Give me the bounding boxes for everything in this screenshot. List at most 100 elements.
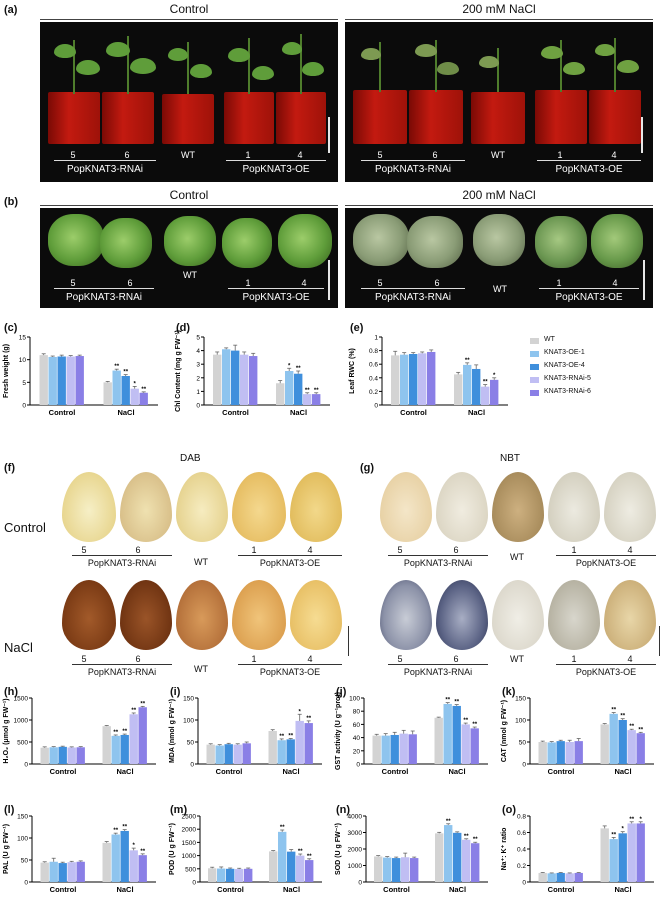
label-wt: WT bbox=[183, 270, 197, 280]
plant-topview bbox=[222, 218, 272, 268]
line-number-1: 1 bbox=[571, 654, 577, 664]
pot bbox=[276, 92, 326, 144]
y-tick-label: 0 bbox=[358, 880, 362, 887]
line-number-5: 5 bbox=[81, 545, 87, 555]
x-tick-label: NaCl bbox=[116, 885, 133, 894]
leaf-dab-control-4 bbox=[290, 472, 342, 542]
y-tick-label: 4 bbox=[196, 348, 200, 355]
line-number-6: 6 bbox=[434, 278, 440, 288]
y-tick-label: 0 bbox=[522, 880, 526, 887]
y-tick-label: 0.6 bbox=[369, 362, 378, 369]
bar bbox=[490, 379, 499, 405]
bar bbox=[303, 394, 312, 405]
significance-mark: ** bbox=[280, 825, 285, 831]
significance-mark: ** bbox=[140, 849, 145, 855]
significance-mark: ** bbox=[131, 708, 136, 714]
stem bbox=[497, 48, 499, 92]
significance-mark: ** bbox=[483, 380, 488, 386]
leaf bbox=[168, 48, 188, 61]
bar bbox=[112, 370, 121, 405]
y-tick-label: 1500 bbox=[14, 696, 29, 703]
bar bbox=[574, 872, 583, 882]
label-rnai: PopKNAT3-RNAi bbox=[67, 164, 143, 175]
significance-mark: ** bbox=[113, 730, 118, 736]
significance-mark: * bbox=[622, 827, 625, 833]
leaf-nbt-control-6 bbox=[436, 472, 488, 542]
group-rule bbox=[539, 288, 639, 289]
bar bbox=[453, 832, 462, 882]
y-tick-label: 0.8 bbox=[369, 348, 378, 355]
y-tick-label: 5 bbox=[22, 380, 26, 387]
leaf bbox=[361, 48, 381, 60]
group-rule bbox=[54, 160, 156, 161]
y-axis-label: Leaf RWC (%) bbox=[349, 348, 356, 394]
leaf-nbt-control-wt bbox=[492, 472, 544, 542]
label-wt: WT bbox=[493, 284, 507, 294]
group-rule bbox=[556, 664, 656, 665]
panel-label-m: (m) bbox=[170, 804, 188, 816]
leaf-nbt-nacl-1 bbox=[548, 580, 600, 650]
significance-mark: * bbox=[299, 709, 302, 715]
bar bbox=[242, 743, 251, 764]
y-tick-label: 100 bbox=[515, 718, 526, 725]
line-number-6: 6 bbox=[453, 545, 459, 555]
y-axis-label: PAL (U g FW⁻¹) bbox=[3, 824, 10, 874]
line-number-5: 5 bbox=[377, 278, 383, 288]
stain-title-nbt: NBT bbox=[500, 453, 520, 464]
significance-mark: ** bbox=[288, 733, 293, 739]
label-wt: WT bbox=[491, 150, 505, 160]
label-wt: WT bbox=[194, 557, 208, 567]
group-rule bbox=[72, 664, 172, 665]
y-tick-label: 100 bbox=[349, 696, 360, 703]
plant-topview bbox=[278, 214, 332, 268]
significance-mark: ** bbox=[629, 724, 634, 730]
leaf-dab-control-wt bbox=[176, 472, 228, 542]
significance-mark: ** bbox=[141, 387, 146, 393]
bar bbox=[102, 726, 111, 764]
leaf-nbt-control-4 bbox=[604, 472, 656, 542]
line-number-5: 5 bbox=[377, 150, 383, 160]
header-rule bbox=[345, 19, 653, 20]
legend-swatch-oe4 bbox=[530, 364, 539, 370]
group-rule bbox=[361, 160, 465, 161]
y-tick-label: 2000 bbox=[348, 847, 363, 854]
header-rule bbox=[345, 205, 653, 206]
scale-bar bbox=[641, 117, 643, 153]
leaf-dab-control-5 bbox=[62, 472, 116, 542]
line-number-5: 5 bbox=[70, 278, 76, 288]
y-axis-label: POD (U g FW⁻¹) bbox=[169, 823, 176, 875]
scale-bar bbox=[643, 260, 645, 300]
header-salt-a: 200 mM NaCl bbox=[462, 2, 536, 16]
bar bbox=[139, 392, 148, 405]
legend-label-rnai6: KNAT3-RNAi-6 bbox=[544, 388, 591, 395]
y-tick-label: 1000 bbox=[182, 853, 197, 860]
label-rnai: PopKNAT3-RNAi bbox=[87, 558, 157, 568]
significance-mark: ** bbox=[114, 364, 119, 370]
y-tick-label: 40 bbox=[353, 735, 361, 742]
bar bbox=[130, 388, 139, 405]
bar bbox=[472, 368, 481, 405]
x-tick-label: NaCl bbox=[449, 885, 466, 894]
significance-mark: ** bbox=[620, 714, 625, 720]
significance-mark: ** bbox=[122, 825, 127, 831]
leaf bbox=[617, 60, 639, 73]
bar bbox=[102, 842, 111, 882]
x-tick-label: NaCl bbox=[290, 408, 307, 417]
chart-sod: 0 1000 2000 3000 4000 SOD (U g FW⁻¹) Control **… bbox=[335, 814, 488, 894]
y-tick-label: 1 bbox=[374, 335, 378, 342]
bar bbox=[481, 386, 490, 405]
bar bbox=[391, 355, 400, 405]
bar bbox=[443, 703, 452, 764]
stain-title-dab: DAB bbox=[180, 453, 201, 464]
y-tick-label: 50 bbox=[187, 740, 195, 747]
label-wt: WT bbox=[510, 654, 524, 664]
bar bbox=[103, 382, 112, 405]
legend-label-oe4: KNAT3-OE-4 bbox=[544, 362, 585, 369]
legend-swatch-oe1 bbox=[530, 351, 539, 357]
bar bbox=[463, 364, 472, 405]
group-rule bbox=[388, 555, 488, 556]
leaf bbox=[302, 62, 324, 76]
header-rule bbox=[40, 205, 338, 206]
